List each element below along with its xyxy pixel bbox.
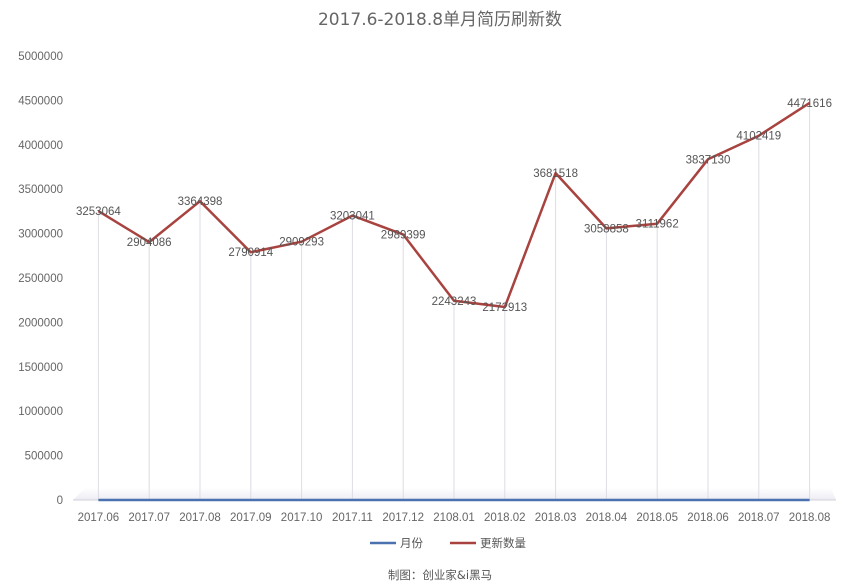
y-tick-label: 2000000 bbox=[18, 317, 63, 329]
chart-title: 2017.6-2018.8单月简历刷新数 bbox=[318, 10, 562, 30]
x-tick-label: 2017.12 bbox=[382, 512, 424, 524]
x-tick-label: 2017.06 bbox=[78, 512, 120, 524]
data-label: 4471616 bbox=[787, 98, 832, 110]
y-tick-label: 5000000 bbox=[18, 51, 63, 63]
data-label: 3058858 bbox=[584, 223, 629, 235]
x-tick-label: 2018.04 bbox=[586, 512, 628, 524]
y-axis-ticks: 0 500000 1000000 1500000 2000000 2500000 30000… bbox=[18, 51, 63, 507]
x-tick-label: 2017.10 bbox=[281, 512, 323, 524]
x-tick-label: 2018.07 bbox=[738, 512, 780, 524]
data-label: 2909293 bbox=[279, 237, 324, 249]
series-line bbox=[97, 101, 811, 309]
credit-text: 制图：创业家&i黑马 bbox=[388, 568, 492, 582]
data-labels: 3253064 2904086 3364398 2790914 2909293 32030… bbox=[76, 98, 832, 314]
x-tick-label: 2018.06 bbox=[687, 512, 729, 524]
x-axis-ticks: 2017.06 2017.07 2017.08 2017.09 2017.10 2017.… bbox=[78, 512, 831, 524]
data-label: 2172913 bbox=[482, 302, 527, 314]
data-label: 3837130 bbox=[686, 154, 731, 166]
series-lines bbox=[97, 101, 811, 502]
data-label: 2790914 bbox=[228, 247, 273, 259]
data-label: 2989399 bbox=[381, 230, 426, 242]
data-label: 3111962 bbox=[636, 219, 679, 231]
x-tick-label: 2018.02 bbox=[484, 512, 526, 524]
data-label: 3364398 bbox=[178, 196, 223, 208]
legend: 月份 更新数量 bbox=[370, 536, 526, 550]
y-tick-label: 1500000 bbox=[18, 362, 63, 374]
data-label: 2243243 bbox=[432, 296, 477, 308]
data-label: 3253064 bbox=[76, 206, 121, 218]
x-tick-label: 2018.03 bbox=[535, 512, 577, 524]
y-tick-label: 3000000 bbox=[18, 229, 63, 241]
legend-label: 更新数量 bbox=[480, 536, 526, 550]
data-label: 3203041 bbox=[330, 211, 375, 223]
data-label: 2904086 bbox=[127, 237, 172, 249]
data-label: 4102419 bbox=[736, 131, 781, 143]
x-tick-label: 2018.05 bbox=[636, 512, 678, 524]
drop-lines bbox=[97, 102, 811, 500]
x-tick-label: 2017.09 bbox=[230, 512, 272, 524]
y-tick-label: 0 bbox=[57, 495, 63, 507]
y-tick-label: 4000000 bbox=[18, 140, 63, 152]
data-label: 3681518 bbox=[533, 168, 578, 180]
x-tick-label: 2108.01 bbox=[433, 512, 475, 524]
y-tick-label: 1000000 bbox=[18, 406, 63, 418]
y-tick-label: 3500000 bbox=[18, 184, 63, 196]
y-tick-label: 500000 bbox=[25, 451, 63, 463]
x-tick-label: 2017.07 bbox=[128, 512, 170, 524]
legend-label: 月份 bbox=[400, 536, 423, 550]
x-tick-label: 2017.08 bbox=[179, 512, 221, 524]
y-tick-label: 4500000 bbox=[18, 95, 63, 107]
y-tick-label: 2500000 bbox=[18, 273, 63, 285]
x-tick-label: 2018.08 bbox=[789, 512, 831, 524]
x-tick-label: 2017.11 bbox=[332, 512, 373, 524]
